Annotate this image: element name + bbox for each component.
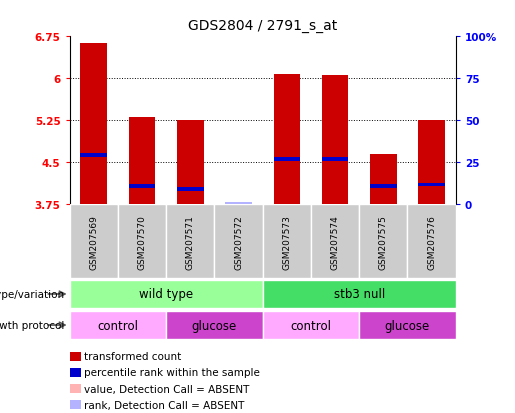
Bar	[166, 311, 263, 339]
Text: transformed count: transformed count	[84, 351, 181, 361]
Text: GSM207569: GSM207569	[89, 214, 98, 269]
Bar	[311, 204, 359, 279]
Bar	[70, 311, 166, 339]
Bar	[418, 183, 445, 187]
Text: wild type: wild type	[139, 288, 193, 301]
Bar	[177, 121, 203, 204]
Bar	[359, 311, 456, 339]
Bar	[370, 185, 397, 188]
Bar	[70, 280, 263, 308]
Bar	[80, 44, 107, 204]
Bar	[418, 121, 445, 204]
Text: control: control	[290, 319, 332, 332]
Bar	[129, 185, 155, 188]
Text: stb3 null: stb3 null	[334, 288, 385, 301]
Bar	[70, 204, 118, 279]
Text: control: control	[97, 319, 139, 332]
Bar	[263, 280, 456, 308]
Bar	[359, 204, 407, 279]
Text: GSM207574: GSM207574	[331, 214, 339, 269]
Bar	[214, 204, 263, 279]
Bar	[263, 311, 359, 339]
Bar	[166, 204, 214, 279]
Text: GSM207573: GSM207573	[282, 214, 291, 269]
Bar	[263, 204, 311, 279]
Bar	[407, 204, 456, 279]
Bar	[273, 74, 300, 204]
Bar	[177, 188, 203, 191]
Text: genotype/variation: genotype/variation	[0, 289, 64, 299]
Bar	[118, 204, 166, 279]
Text: rank, Detection Call = ABSENT: rank, Detection Call = ABSENT	[84, 400, 244, 410]
Text: GSM207571: GSM207571	[186, 214, 195, 269]
Text: GSM207572: GSM207572	[234, 214, 243, 269]
Text: glucose: glucose	[192, 319, 237, 332]
Bar	[322, 158, 348, 161]
Text: value, Detection Call = ABSENT: value, Detection Call = ABSENT	[84, 384, 249, 394]
Bar	[273, 158, 300, 161]
Text: GSM207570: GSM207570	[138, 214, 146, 269]
Bar	[370, 154, 397, 204]
Bar	[322, 76, 348, 204]
Text: glucose: glucose	[385, 319, 430, 332]
Text: percentile rank within the sample: percentile rank within the sample	[84, 368, 260, 377]
Bar	[80, 154, 107, 158]
Title: GDS2804 / 2791_s_at: GDS2804 / 2791_s_at	[188, 19, 337, 33]
Bar	[225, 203, 252, 206]
Bar	[129, 118, 155, 204]
Text: GSM207576: GSM207576	[427, 214, 436, 269]
Text: GSM207575: GSM207575	[379, 214, 388, 269]
Text: growth protocol: growth protocol	[0, 320, 64, 330]
